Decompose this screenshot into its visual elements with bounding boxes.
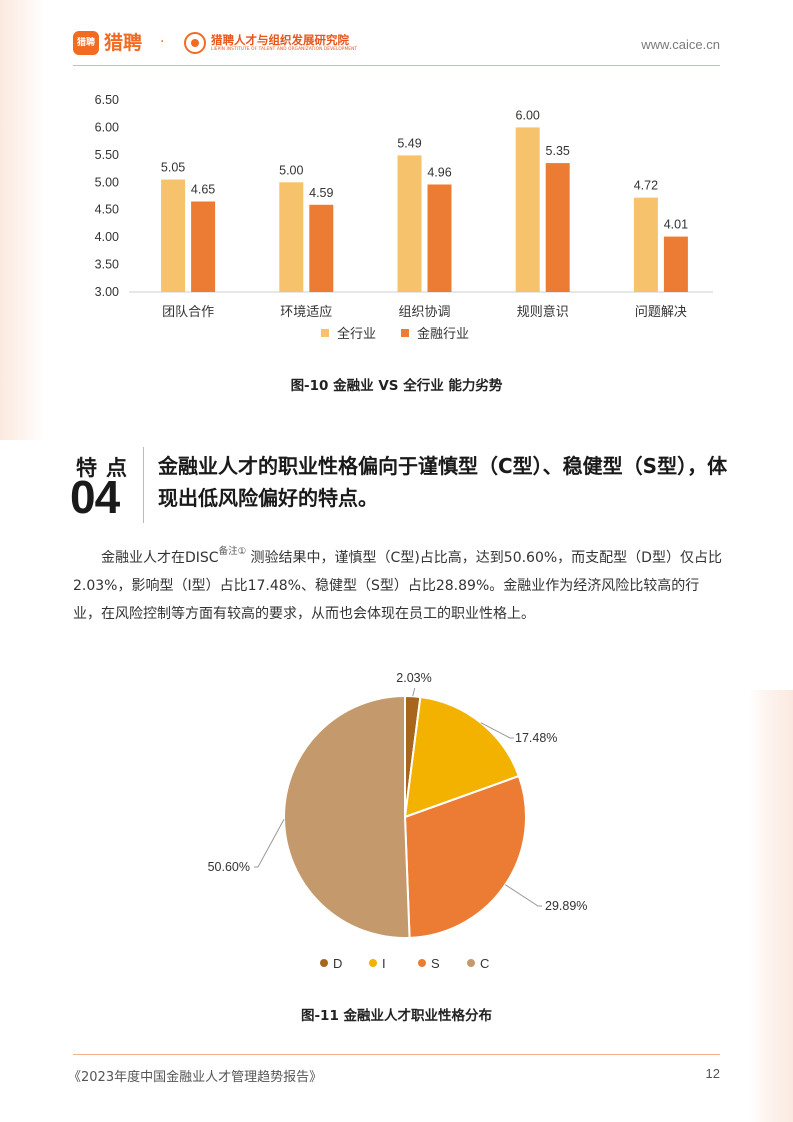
pie-value-label: 50.60% [208, 860, 250, 874]
y-tick-label: 6.00 [95, 120, 119, 134]
legend-label: C [480, 956, 489, 971]
leader-line [504, 884, 542, 907]
body-text-before: 金融业人才在DISC [101, 550, 219, 566]
pie-value-label: 2.03% [396, 671, 431, 685]
x-tick-label: 团队合作 [162, 304, 214, 319]
leader-line [480, 722, 514, 739]
bar-value-label: 6.00 [516, 108, 540, 122]
figure-10-caption: 图-10 金融业 VS 全行业 能力劣势 [290, 378, 503, 394]
institute-seal-icon [184, 32, 206, 54]
brand-name: 猎聘 [104, 32, 143, 54]
pie-chart: 2.03% 17.48% 29.89% 50.60% D I S C [208, 671, 588, 971]
bar-value-label: 5.49 [397, 136, 421, 150]
bar-finance [663, 236, 688, 292]
bar-value-label: 4.65 [191, 182, 215, 196]
legend-swatch [320, 959, 328, 967]
bar-value-label: 4.59 [309, 186, 333, 200]
legend-label: D [333, 956, 342, 971]
bar-all-industry [279, 182, 304, 292]
page-edge-decoration [749, 690, 793, 1122]
y-tick-label: 3.00 [95, 285, 119, 299]
footer-report-title: 《2023年度中国金融业人才管理趋势报告》 [68, 1070, 323, 1085]
legend-swatch [467, 959, 475, 967]
leader-line [254, 819, 285, 868]
y-tick-label: 6.50 [95, 93, 119, 107]
x-tick-label: 环境适应 [280, 304, 332, 319]
legend-swatch [369, 959, 377, 967]
feature-title: 金融业人才的职业性格偏向于谨慎型（C型）、稳健型（S型），体现出低风险偏好的特点… [158, 454, 728, 510]
legend-label: S [431, 956, 440, 971]
bar-value-label: 5.00 [279, 163, 303, 177]
x-tick-label: 组织协调 [398, 304, 450, 319]
bar-value-label: 4.96 [427, 165, 451, 179]
y-tick-label: 5.00 [95, 175, 119, 189]
legend-swatch [418, 959, 426, 967]
page-header: 猎聘 猎聘 · 猎聘人才与组织发展研究院 LIEPIN INSTITUTE OF… [0, 0, 793, 66]
bar-finance [427, 184, 452, 292]
x-tick-label: 规则意识 [517, 304, 569, 319]
legend-label: 金融行业 [417, 326, 469, 341]
pie-slice-C [283, 694, 411, 939]
y-tick-label: 4.00 [95, 230, 119, 244]
brand-separator: · [160, 34, 165, 50]
page-edge-decoration [0, 0, 44, 440]
bar-value-label: 5.05 [161, 161, 185, 175]
bar-finance [545, 163, 570, 292]
y-tick-label: 4.50 [95, 203, 119, 217]
site-url-link[interactable]: www.caice.cn [641, 37, 720, 52]
pie-slice-S [403, 774, 527, 939]
pie-value-label: 17.48% [515, 731, 557, 745]
feature-label: 特点 [76, 456, 136, 480]
body-text-after: 测验结果中，谨慎型（C型)占比高，达到50.60%，而支配型（D型）仅占比2.0… [73, 550, 722, 622]
leader-line [412, 687, 416, 697]
header-divider [73, 65, 720, 66]
bar-all-industry [397, 155, 422, 292]
bar-all-industry [633, 197, 658, 292]
bar-value-label: 5.35 [546, 144, 570, 158]
page-number: 12 [705, 1066, 720, 1081]
x-tick-label: 问题解决 [635, 304, 687, 319]
figure-11-caption: 图-11 金融业人才职业性格分布 [300, 1008, 493, 1024]
body-paragraph: 金融业人才在DISC备注① 测验结果中，谨慎型（C型)占比高，达到50.60%，… [73, 538, 723, 628]
bar-all-industry [515, 127, 540, 292]
y-tick-label: 5.50 [95, 148, 119, 162]
institute-subtitle: LIEPIN INSTITUTE OF TALENT AND ORGANIZAT… [211, 47, 358, 52]
legend-swatch [321, 329, 329, 337]
bar-all-industry [161, 179, 186, 292]
feature-divider [143, 447, 144, 523]
bar-chart: 6.50 6.00 5.50 5.00 4.50 4.00 3.50 3.00 5.05 4.65… [95, 93, 713, 341]
legend-swatch [401, 329, 409, 337]
bar-value-label: 4.01 [664, 218, 688, 232]
y-tick-label: 3.50 [95, 258, 119, 272]
bar-finance [191, 201, 216, 292]
institute-name: 猎聘人才与组织发展研究院 [211, 33, 349, 47]
feature-number: 04 [70, 471, 120, 523]
pie-slice-I [403, 695, 521, 819]
bar-finance [309, 204, 334, 292]
legend-label: 全行业 [337, 326, 376, 341]
bar-value-label: 4.72 [634, 179, 658, 193]
liepin-logo-icon: 猎聘 [73, 31, 99, 55]
footnote-ref[interactable]: 备注① [218, 546, 247, 557]
footer-divider [73, 1054, 720, 1055]
legend-label: I [382, 956, 386, 971]
pie-value-label: 29.89% [545, 899, 587, 913]
